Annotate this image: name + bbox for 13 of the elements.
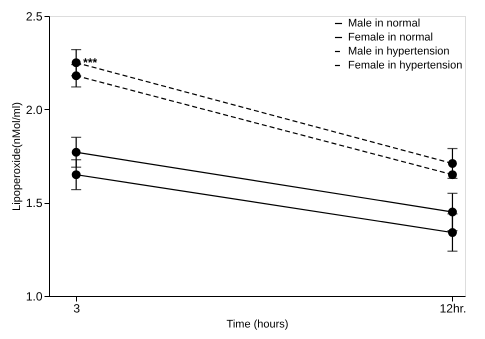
y-axis-title: Lipoperoxide(nMol/ml) <box>10 102 23 211</box>
annotation: *** <box>83 56 98 70</box>
y-tick-label: 1.5 <box>26 196 43 210</box>
legend-label: Female in hypertension <box>348 60 462 72</box>
x-axis-title: Time (hours) <box>226 318 288 330</box>
x-tick-label: 3 <box>73 302 80 316</box>
y-tick-label: 2.0 <box>26 102 43 117</box>
y-tick-label: 1.0 <box>26 290 43 304</box>
legend-label: Male in hypertension <box>348 46 450 58</box>
y-tick-label: 2.5 <box>26 10 43 24</box>
x-tick-label: 12hr. <box>440 302 466 316</box>
legend-label: Female in normal <box>348 32 433 44</box>
legend-label: Male in normal <box>348 18 420 30</box>
